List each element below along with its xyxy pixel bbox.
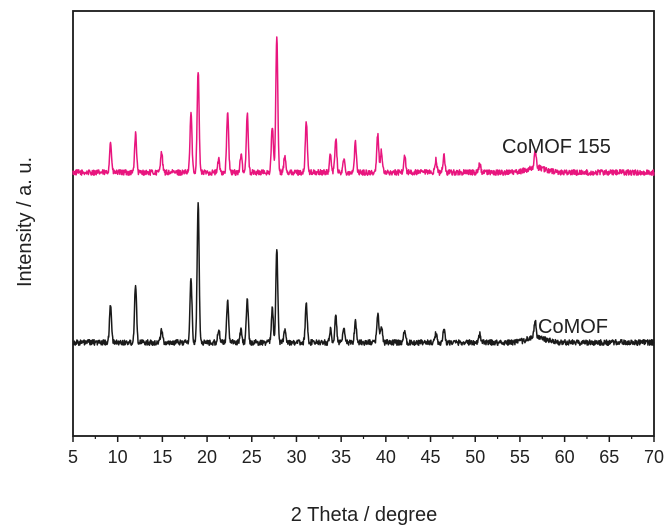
y-axis-title: Intensity / a. u. [14, 157, 36, 287]
series-label-comof-155: CoMOF 155 [502, 136, 611, 158]
series-label-comof: CoMOF [538, 316, 608, 338]
x-tick-label: 15 [152, 447, 172, 467]
x-tick-label: 40 [376, 447, 396, 467]
plot-frame [72, 10, 655, 437]
x-tick-label: 65 [599, 447, 619, 467]
x-tick-label: 25 [242, 447, 262, 467]
x-tick-label: 60 [555, 447, 575, 467]
x-axis-title: 2 Theta / degree [291, 504, 437, 526]
x-tick-label: 55 [510, 447, 530, 467]
x-tick-label: 45 [421, 447, 441, 467]
series-line-comof [72, 202, 655, 347]
x-tick-label: 20 [197, 447, 217, 467]
series-layer [72, 36, 655, 347]
x-axis-ticks: 5 10 15 20 25 30 35 40 45 50 55 60 65 70 [68, 436, 664, 467]
x-tick-label: 50 [465, 447, 485, 467]
series-line-comof-155 [72, 36, 655, 177]
x-tick-label: 30 [286, 447, 306, 467]
x-tick-label: 10 [108, 447, 128, 467]
x-tick-label: 70 [644, 447, 664, 467]
x-tick-label: 35 [331, 447, 351, 467]
x-tick-label: 5 [68, 447, 78, 467]
